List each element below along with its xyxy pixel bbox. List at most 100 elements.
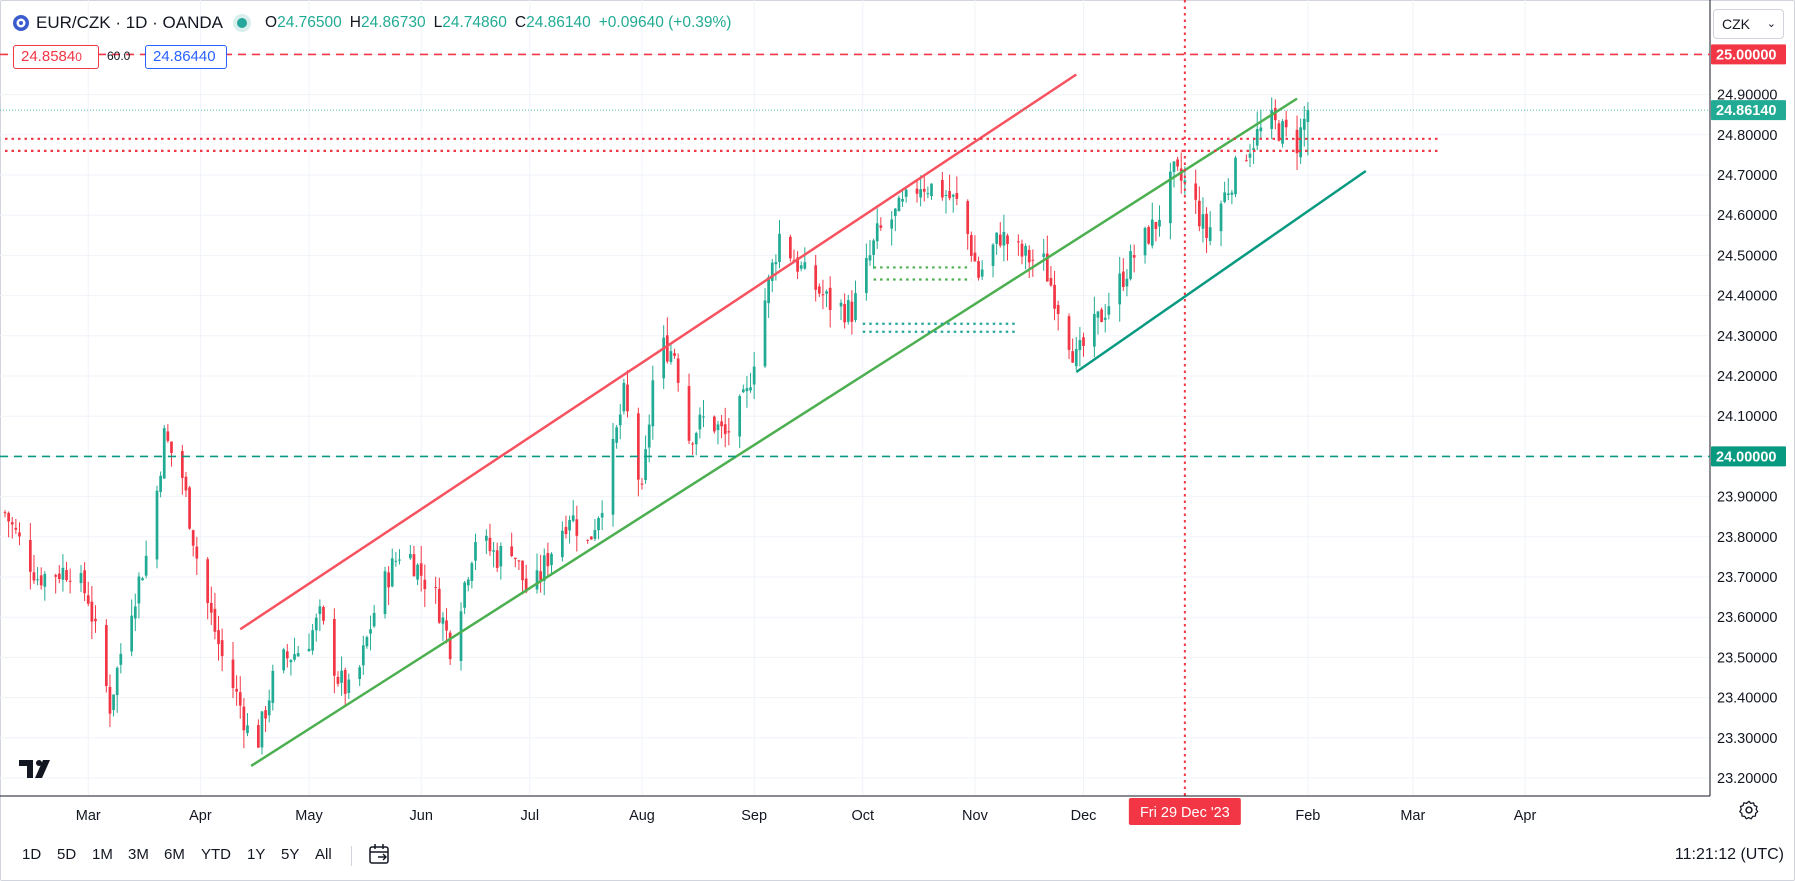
candle-body bbox=[626, 384, 629, 412]
candle-body bbox=[1017, 241, 1020, 243]
candle-body bbox=[115, 667, 119, 695]
candle-body bbox=[365, 637, 369, 647]
candle-body bbox=[448, 632, 452, 660]
candle-body bbox=[1154, 221, 1158, 229]
price-axis-marker bbox=[1711, 100, 1786, 121]
candle-body bbox=[318, 606, 322, 615]
support-trendline[interactable] bbox=[250, 97, 1298, 767]
candle-body bbox=[1067, 316, 1071, 350]
currency-select[interactable]: CZK ⌄ bbox=[1713, 9, 1784, 39]
candle-body bbox=[872, 240, 875, 255]
candle-body bbox=[180, 451, 184, 478]
crosshair-date-label: Fri 29 Dec '23 bbox=[1140, 805, 1230, 821]
candle-body bbox=[640, 483, 644, 485]
candle-body bbox=[369, 629, 372, 634]
candle-body bbox=[39, 575, 43, 586]
bottom-toolbar: 1D 5D 1M 3M 6M YTD 1Y 5Y All 11:21:12 (U… bbox=[0, 838, 1795, 870]
buy-button[interactable]: 24.86440 bbox=[145, 45, 227, 69]
candle-body bbox=[904, 189, 908, 197]
date-range-icon[interactable] bbox=[366, 841, 392, 867]
utc-clock[interactable]: 11:21:12 (UTC) bbox=[1674, 846, 1784, 863]
candle-body bbox=[57, 573, 61, 579]
resistance-trendline[interactable] bbox=[239, 73, 1077, 631]
range-1d-button[interactable]: 1D bbox=[22, 846, 42, 863]
buy-price: 24.8644 bbox=[153, 48, 208, 65]
candle-body bbox=[611, 438, 615, 515]
range-5d-button[interactable]: 5D bbox=[57, 846, 77, 863]
candle-body bbox=[282, 649, 286, 671]
candle-body bbox=[484, 535, 488, 541]
candle-body bbox=[893, 208, 897, 217]
candle-body bbox=[419, 563, 423, 576]
candle-body bbox=[698, 414, 702, 430]
candle-body bbox=[267, 700, 271, 716]
candle-body bbox=[133, 606, 137, 619]
range-all-button[interactable]: All bbox=[315, 846, 332, 863]
range-1m-button[interactable]: 1M bbox=[92, 846, 113, 863]
candle-body bbox=[745, 388, 749, 392]
buy-price-pip: 0 bbox=[207, 48, 216, 65]
candle-body bbox=[948, 191, 951, 199]
candle-body bbox=[195, 546, 199, 559]
time-axis-tick-label: Mar bbox=[76, 808, 101, 824]
range-1y-button[interactable]: 1Y bbox=[247, 846, 266, 863]
open-value: 24.76500 bbox=[277, 14, 342, 31]
candle-body bbox=[1284, 119, 1288, 128]
candle-body bbox=[68, 580, 72, 582]
candle-body bbox=[1208, 227, 1212, 241]
symbol-title[interactable]: EUR/CZK · 1D · OANDA bbox=[36, 13, 224, 32]
candle-body bbox=[560, 530, 564, 558]
price-axis-tick-label: 23.40000 bbox=[1717, 691, 1777, 707]
candle-body bbox=[821, 294, 825, 296]
sell-button[interactable]: 24.85840 bbox=[13, 45, 99, 69]
candle-body bbox=[1082, 337, 1085, 347]
candle-body bbox=[65, 570, 68, 581]
candle-body bbox=[521, 560, 524, 581]
candle-body bbox=[1024, 246, 1027, 256]
range-3m-button[interactable]: 3M bbox=[128, 846, 149, 863]
candle-body bbox=[799, 265, 803, 269]
candle-body bbox=[445, 620, 448, 631]
candle-body bbox=[18, 532, 21, 537]
candle-body bbox=[361, 645, 365, 666]
candle-body bbox=[817, 286, 821, 294]
range-6m-button[interactable]: 6M bbox=[164, 846, 185, 863]
low-value: 24.74860 bbox=[442, 14, 507, 31]
candle-body bbox=[61, 567, 65, 580]
time-axis-tick-label: Aug bbox=[629, 808, 655, 824]
candle-body bbox=[1219, 203, 1223, 232]
range-5y-button[interactable]: 5Y bbox=[281, 846, 300, 863]
candle-body bbox=[412, 554, 416, 577]
candle-body bbox=[1125, 278, 1129, 287]
candle-body bbox=[488, 537, 492, 552]
range-ytd-button[interactable]: YTD bbox=[201, 846, 231, 863]
candle-body bbox=[307, 648, 311, 652]
candle-body bbox=[1129, 251, 1132, 280]
candle-body bbox=[311, 630, 314, 651]
candle-body bbox=[1205, 213, 1208, 239]
price-axis-tick-label: 23.20000 bbox=[1717, 771, 1777, 787]
lower-channel-trendline[interactable] bbox=[1075, 169, 1367, 374]
candle-body bbox=[1234, 157, 1237, 195]
time-axis-tick-label: Nov bbox=[962, 808, 989, 824]
price-axis-tick-label: 23.80000 bbox=[1717, 530, 1777, 546]
candle-body bbox=[723, 424, 727, 435]
candle-body bbox=[1223, 192, 1227, 202]
candle-body bbox=[865, 258, 868, 294]
candle-body bbox=[915, 188, 919, 194]
price-axis-tick-label: 24.60000 bbox=[1717, 208, 1777, 224]
time-axis-tick-label: May bbox=[295, 808, 323, 824]
candle-body bbox=[622, 382, 626, 412]
candle-body bbox=[416, 564, 419, 580]
candle-body bbox=[1100, 309, 1103, 323]
candle-body bbox=[922, 188, 926, 192]
close-label: C bbox=[514, 14, 527, 31]
gear-icon[interactable] bbox=[1738, 799, 1760, 821]
price-axis-tick-label: 24.30000 bbox=[1717, 329, 1777, 345]
candle-body bbox=[571, 515, 575, 521]
candle-body bbox=[43, 573, 47, 587]
candle-body bbox=[535, 570, 539, 590]
candle-body bbox=[694, 433, 698, 445]
candle-body bbox=[238, 692, 242, 706]
